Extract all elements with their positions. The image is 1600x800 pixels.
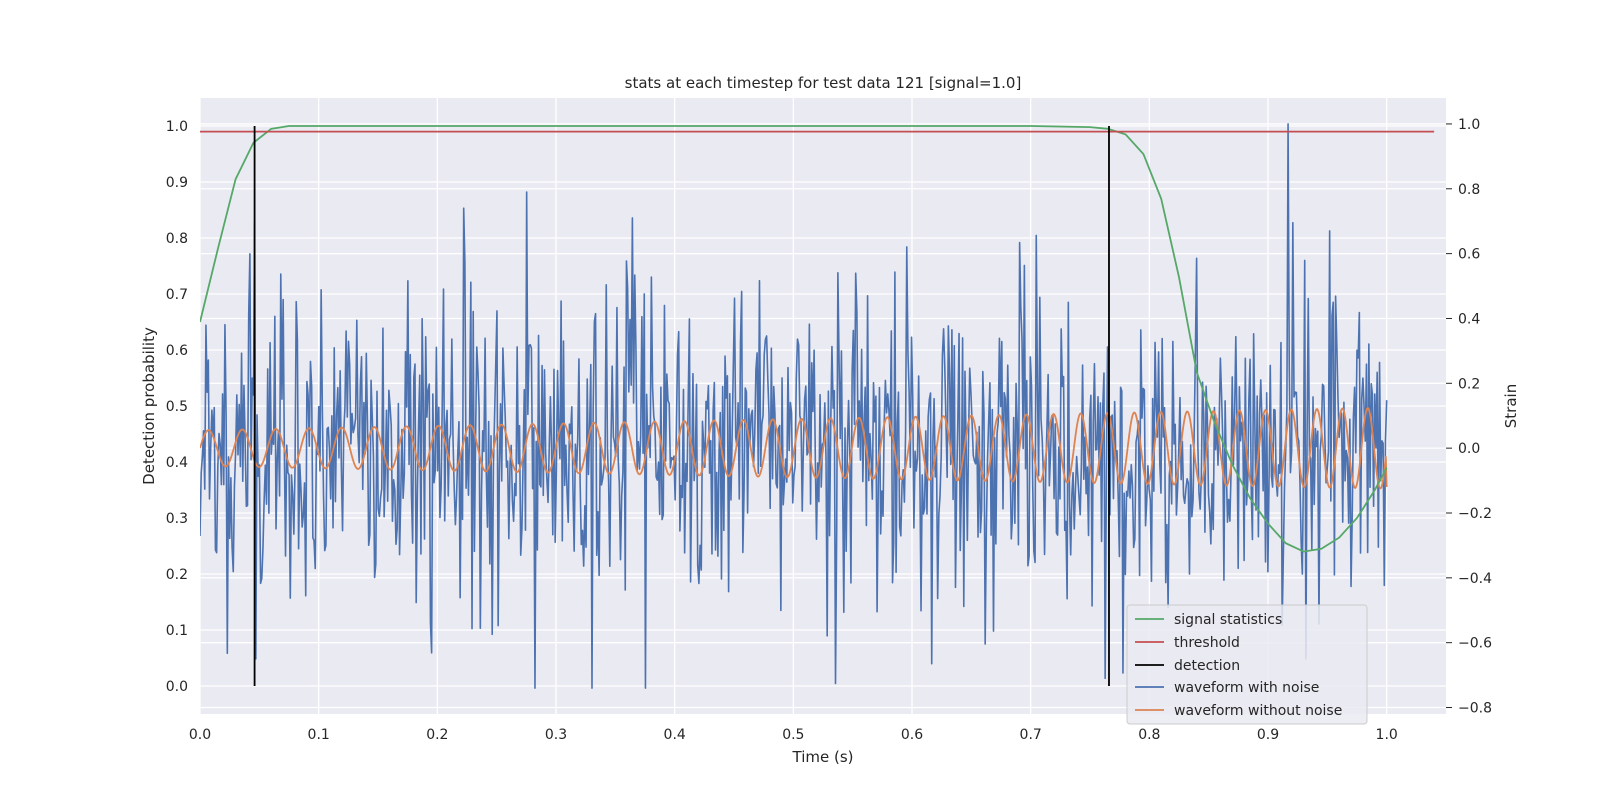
y-left-tick-label: 0.5 xyxy=(166,399,188,415)
y-left-axis-ticks: 0.0 0.1 0.2 0.3 0.4 0.5 0.6 0.7 0.8 0.9 1.0 xyxy=(166,119,188,695)
series-waveform-with-noise xyxy=(200,123,1388,689)
chart-title: stats at each timestep for test data 121… xyxy=(625,74,1022,92)
x-tick-label: 0.9 xyxy=(1257,727,1279,743)
legend-label-threshold: threshold xyxy=(1174,635,1240,651)
y-right-tick-label: −0.6 xyxy=(1458,636,1492,652)
y-right-tick-label: 0.0 xyxy=(1458,441,1480,457)
legend-box xyxy=(1126,604,1368,725)
y-right-tick-label: 0.6 xyxy=(1458,247,1480,263)
x-axis-label: Time (s) xyxy=(792,748,854,766)
series-waveform-without-noise xyxy=(200,407,1388,490)
y-left-tick-label: 0.3 xyxy=(166,511,188,527)
legend-label-signal-statistics: signal statistics xyxy=(1174,612,1282,628)
y-right-tick-label: −0.4 xyxy=(1458,571,1492,587)
legend: signal statistics threshold detection wa… xyxy=(1126,604,1368,725)
plot-lines xyxy=(200,123,1435,689)
y-left-tick-label: 0.2 xyxy=(166,567,188,583)
x-tick-label: 0.7 xyxy=(1020,727,1042,743)
series-signal-statistics xyxy=(200,125,1388,553)
y-left-tick-label: 0.0 xyxy=(166,679,188,695)
y-left-tick-label: 0.6 xyxy=(166,343,188,359)
y-right-axis-ticks: −0.8 −0.6 −0.4 −0.2 0.0 0.2 0.4 0.6 0.8 1.0 xyxy=(1446,117,1492,717)
y-right-tick-label: 0.4 xyxy=(1458,311,1480,327)
y-right-axis-label: Strain xyxy=(1502,384,1520,428)
x-tick-label: 0.3 xyxy=(545,727,567,743)
y-left-tick-label: 1.0 xyxy=(166,119,188,135)
legend-label-detection: detection xyxy=(1174,658,1240,674)
legend-label-waveform-without-noise: waveform without noise xyxy=(1174,703,1342,719)
y-left-axis-label: Detection probability xyxy=(140,327,158,485)
x-tick-label: 0.4 xyxy=(664,727,686,743)
y-right-tick-label: 0.8 xyxy=(1458,182,1480,198)
y-left-tick-label: 0.8 xyxy=(166,231,188,247)
legend-label-waveform-with-noise: waveform with noise xyxy=(1174,680,1319,696)
x-tick-label: 0.2 xyxy=(426,727,448,743)
y-right-tick-label: −0.2 xyxy=(1458,506,1492,522)
y-left-tick-label: 0.9 xyxy=(166,175,188,191)
y-left-tick-label: 0.1 xyxy=(166,623,188,639)
x-tick-label: 0.1 xyxy=(308,727,330,743)
x-tick-label: 0.6 xyxy=(901,727,923,743)
x-tick-label: 0.0 xyxy=(189,727,211,743)
x-tick-label: 1.0 xyxy=(1376,727,1398,743)
y-left-tick-label: 0.7 xyxy=(166,287,188,303)
y-right-tick-label: 0.2 xyxy=(1458,376,1480,392)
y-left-tick-label: 0.4 xyxy=(166,455,188,471)
x-axis-ticks: 0.0 0.1 0.2 0.3 0.4 0.5 0.6 0.7 0.8 0.9 1.0 xyxy=(189,727,1398,743)
x-tick-label: 0.8 xyxy=(1138,727,1160,743)
y-right-tick-label: −0.8 xyxy=(1458,701,1492,717)
y-right-tick-label: 1.0 xyxy=(1458,117,1480,133)
x-tick-label: 0.5 xyxy=(782,727,804,743)
